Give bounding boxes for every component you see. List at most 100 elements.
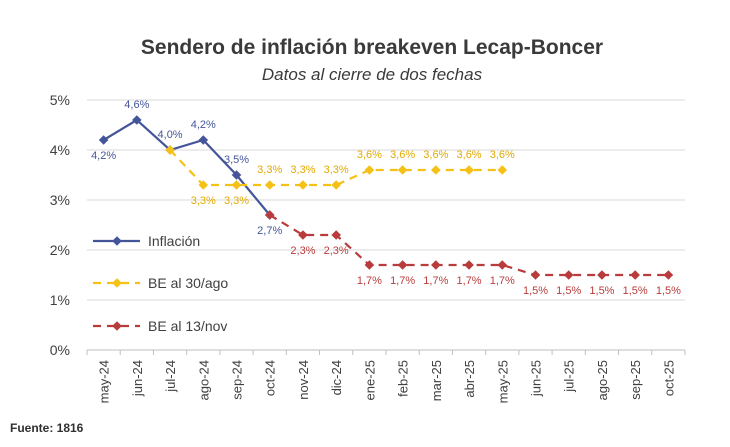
data-point [530,270,541,280]
legend-marker [112,321,122,331]
data-label: 2,7% [257,225,282,237]
series-layer [98,115,674,280]
x-tick-label: ago-25 [595,360,610,400]
data-label: 4,2% [91,150,116,162]
data-label: 1,7% [490,275,515,287]
series-2 [264,210,674,280]
data-label: 1,7% [457,275,482,287]
y-tick-label: 1% [50,292,70,308]
data-label: 3,6% [423,149,448,161]
data-point [563,270,574,280]
legend-entry: Inflación [93,233,200,249]
data-point [597,270,607,280]
data-label: 1,7% [357,275,382,287]
x-tick-label: ene-25 [362,360,377,400]
y-tick-label: 4% [50,142,70,158]
x-tick-label: jul-25 [562,360,577,393]
x-tick-label: jun-25 [529,360,544,397]
data-point [464,165,474,175]
x-tick-label: oct-24 [263,360,278,396]
data-label: 4,0% [158,129,183,141]
data-label: 3,6% [357,149,382,161]
data-point [231,170,242,180]
data-point [132,115,142,125]
x-tick-label: nov-24 [296,360,311,400]
data-point [663,270,674,280]
data-label: 1,5% [656,285,681,297]
y-tick-label: 3% [50,192,70,208]
data-point [331,230,341,240]
data-label: 2,3% [324,245,349,257]
x-tick-label: may-24 [97,360,112,403]
series-line [103,118,271,216]
x-tick-label: mar-25 [429,360,444,401]
data-label: 2,3% [290,245,315,257]
x-tick-label: oct-25 [661,360,676,396]
data-labels: 4,2% 4,6% 4,0% 4,2% 3,5% 2,7% 3,3% 3,3% 3,3% 3,3%… [91,99,681,297]
data-point [497,260,508,270]
data-point [364,260,375,270]
data-point [231,180,242,190]
x-tick-label: dic-24 [329,360,344,395]
data-label: 3,6% [457,149,482,161]
data-label: 1,5% [556,285,581,297]
x-tick-label: may-25 [495,360,510,403]
data-label: 4,6% [124,99,149,111]
data-label: 3,3% [257,164,282,176]
legend-label: Inflación [148,233,200,249]
data-label: 4,2% [191,119,216,131]
data-label: 3,6% [490,149,515,161]
data-point [497,165,508,175]
data-point [298,230,308,240]
chart-subtitle: Datos al cierre de dos fechas [262,65,483,84]
y-axis-ticks: 0% 1% 2% 3% 4% 5% [50,92,70,358]
data-point [397,165,408,175]
legend: Inflación BE al 30/ago BE al 13/nov [93,233,228,334]
legend-label: BE al 13/nov [148,318,227,334]
series-line [169,149,503,187]
data-label: 1,7% [423,275,448,287]
data-point [431,260,441,270]
data-label: 1,7% [390,275,415,287]
series-1 [165,145,508,190]
data-label: 3,6% [390,149,415,161]
data-label: 1,5% [589,285,614,297]
data-point [630,270,640,280]
x-tick-label: jun-24 [130,360,145,397]
y-tick-label: 2% [50,242,70,258]
x-axis-ticks: may-24 jun-24 jul-24 ago-24 sep-24 oct-24 nov-… [86,350,686,403]
source-note: Fuente: 1816 [10,421,84,435]
data-label: 3,3% [290,164,315,176]
data-label: 1,5% [623,285,648,297]
data-point [464,260,474,270]
legend-marker [112,278,122,288]
data-point [331,180,341,190]
data-point [298,180,308,190]
data-point [165,145,175,155]
legend-entry: BE al 13/nov [93,318,227,334]
data-point [397,260,408,270]
x-tick-label: sep-25 [628,360,643,400]
data-label: 1,5% [523,285,548,297]
data-label: 3,3% [191,195,216,207]
data-point [98,135,109,145]
data-label: 3,3% [224,195,249,207]
legend-label: BE al 30/ago [148,275,228,291]
data-label: 3,5% [224,154,249,166]
y-tick-label: 0% [50,342,70,358]
legend-entry: BE al 30/ago [93,275,228,291]
x-tick-label: feb-25 [396,360,411,397]
data-point [198,135,209,145]
data-point [264,180,275,190]
data-point [198,180,209,190]
data-point [264,210,275,220]
x-tick-label: abr-25 [462,360,477,398]
chart-title: Sendero de inflación breakeven Lecap-Bon… [141,36,603,59]
legend-marker [112,236,122,246]
data-point [431,165,441,175]
data-label: 3,3% [324,164,349,176]
x-tick-label: sep-24 [230,360,245,400]
x-tick-label: jul-24 [163,360,178,393]
